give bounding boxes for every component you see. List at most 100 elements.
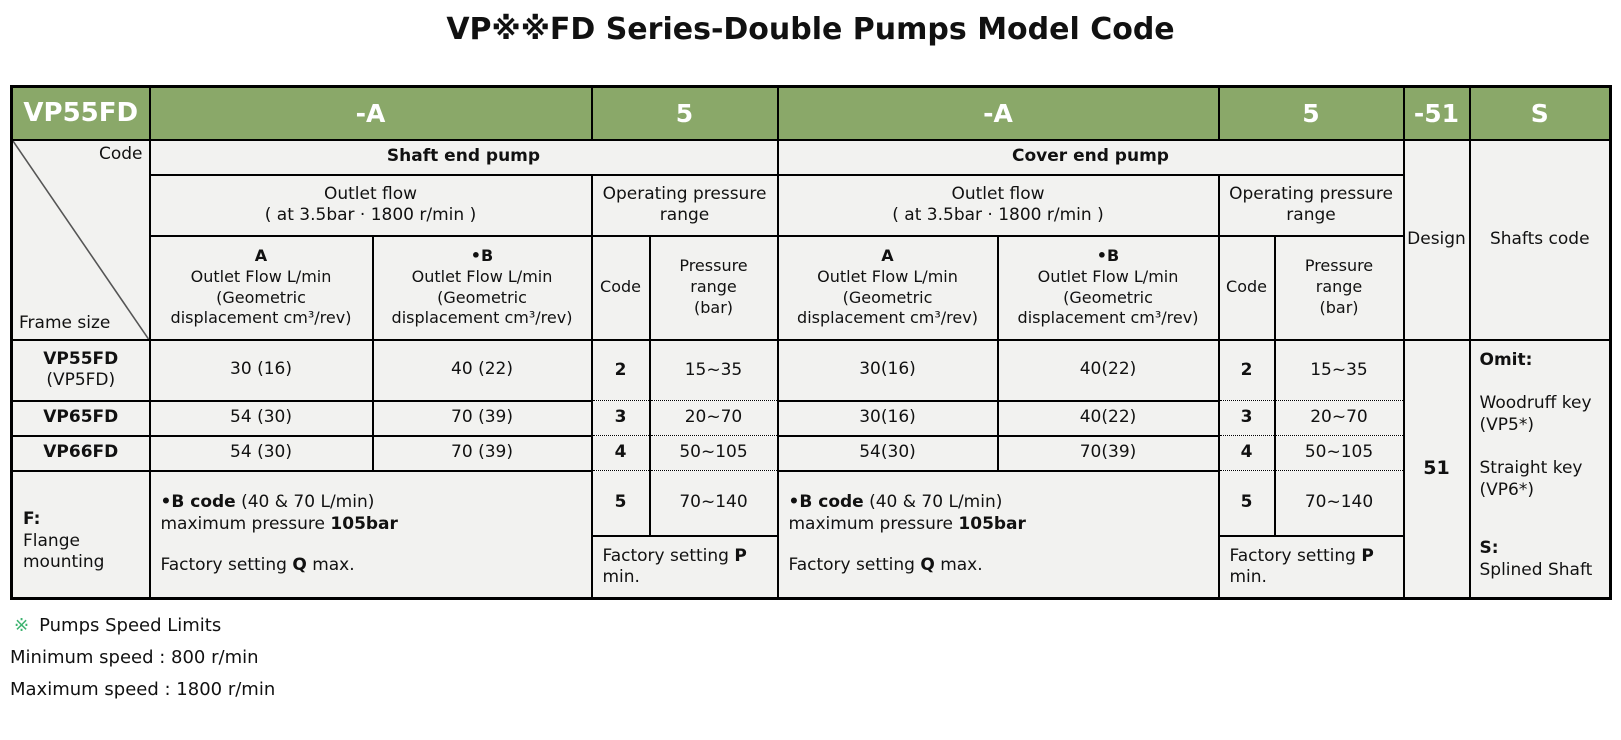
model-frame-cell: VP55FD xyxy=(10,85,151,141)
model-code-table: VP55FD -A 5 -A 5 -51 S Code Frame size S… xyxy=(10,85,1612,600)
cover-a-value: 30(16) xyxy=(776,338,999,402)
shaft-pressure-value: 20~70 xyxy=(648,400,779,436)
frame-size-cell: VP66FD xyxy=(10,434,151,472)
bottom-row-factory-p: Factory setting P min. Factory setting P… xyxy=(12,534,1611,600)
cover-outlet-flow-header: Outlet flow ( at 3.5bar · 1800 r/min ) xyxy=(776,173,1220,237)
shafts-woodruff-option: Woodruff key (VP5*) xyxy=(1479,392,1592,435)
speed-limits-footnote: ※ Pumps Speed Limits Minimum speed : 800 … xyxy=(10,610,275,706)
cover-operating-pressure-header: Operating pressure range xyxy=(1217,173,1405,237)
bcode-label: •B code xyxy=(160,492,236,513)
cover-pressure-subheader: Pressure range (bar) xyxy=(1273,234,1405,341)
shafts-code-header: Shafts code xyxy=(1468,138,1612,341)
model-cover-flow-cell: -A xyxy=(776,85,1220,141)
shaft-operating-pressure-header: Operating pressure range xyxy=(590,173,779,237)
model-cover-pressure-cell: 5 xyxy=(1217,85,1405,141)
shaft-b-value: 40 (22) xyxy=(371,338,593,402)
shaft-b-label: •B xyxy=(470,245,494,265)
mounting-code-label: F: xyxy=(23,509,41,530)
cover-a-detail: Outlet Flow L/min (Geometric displacemen… xyxy=(797,266,978,328)
shaft-code-value: 2 xyxy=(590,338,651,401)
cover-pressure-value: 70~140 xyxy=(1273,470,1405,537)
model-shafts-cell: S xyxy=(1468,85,1612,141)
diagonal-divider-icon xyxy=(13,141,148,338)
shaft-outlet-flow-header: Outlet flow ( at 3.5bar · 1800 r/min ) xyxy=(148,173,593,237)
reference-mark-icon: ※ xyxy=(14,615,30,636)
cover-code-value: 5 xyxy=(1217,470,1276,537)
cover-factory-p-cell: Factory setting P min. xyxy=(1217,534,1405,600)
cover-code-value: 4 xyxy=(1217,435,1276,471)
shaft-a-label: A xyxy=(254,245,268,265)
cover-b-subheader: •B Outlet Flow L/min (Geometric displace… xyxy=(996,234,1220,341)
shaft-pressure-subheader: Pressure range (bar) xyxy=(648,234,779,341)
shaft-pressure-value: 70~140 xyxy=(648,470,779,537)
shaft-b-value: 70 (39) xyxy=(371,434,593,472)
shaft-a-value: 54 (30) xyxy=(148,434,374,472)
bottom-row-code5: F: Flange mounting •B code (40 & 70 L/mi… xyxy=(10,469,1611,600)
max-pressure-value: 105bar xyxy=(330,513,398,534)
page-title: VP※※FD Series-Double Pumps Model Code xyxy=(446,12,1175,47)
bcode-label: •B code xyxy=(788,492,864,513)
mounting-cell: F: Flange mounting xyxy=(10,469,151,600)
model-code-row: VP55FD -A 5 -A 5 -51 S xyxy=(10,85,1612,141)
shaft-end-pump-header: Shaft end pump xyxy=(148,138,779,176)
max-pressure-value: 105bar xyxy=(958,513,1026,534)
pump-section-row: Code Frame size Shaft end pump Cover end… xyxy=(10,138,1612,341)
model-design-cell: -51 xyxy=(1402,85,1471,141)
cover-code-value: 2 xyxy=(1217,338,1276,401)
cover-pressure-value: 50~105 xyxy=(1273,435,1405,471)
corner-code-label: Code xyxy=(98,143,143,164)
shaft-a-value: 30 (16) xyxy=(148,338,374,402)
cover-pressure-value: 20~70 xyxy=(1273,400,1405,436)
shaft-code-value: 5 xyxy=(590,470,651,537)
cover-bcode-note-cell: •B code (40 & 70 L/min) maximum pressure… xyxy=(776,469,1220,600)
frame-size-cell: VP55FD (VP5FD) xyxy=(10,338,151,402)
shaft-a-detail: Outlet Flow L/min (Geometric displacemen… xyxy=(170,266,352,328)
table-row-vp55fd: VP55FD (VP5FD) 30 (16) 40 (22) 2 15~35 3… xyxy=(10,338,1612,600)
cover-a-value: 54(30) xyxy=(776,434,999,472)
shafts-code-options-cell: Omit: Woodruff key (VP5*) Straight key (… xyxy=(1468,338,1612,600)
table-row-vp65fd: VP65FD 54 (30) 70 (39) 3 20~70 30(16) 40… xyxy=(10,399,1611,437)
shafts-splined-option: Splined Shaft xyxy=(1479,559,1593,580)
cover-a-value: 30(16) xyxy=(776,399,999,437)
design-value-cell: 51 xyxy=(1402,338,1471,600)
shaft-b-detail: Outlet Flow L/min (Geometric displacemen… xyxy=(391,266,573,328)
cover-a-subheader: A Outlet Flow L/min (Geometric displacem… xyxy=(776,234,999,341)
shaft-pressure-value: 50~105 xyxy=(648,435,779,471)
corner-frame-label: Frame size xyxy=(19,313,111,334)
mounting-desc: Flange mounting xyxy=(23,530,105,572)
cover-code-value: 3 xyxy=(1217,400,1276,436)
column-subheader-row: A Outlet Flow L/min (Geometric displacem… xyxy=(12,234,1611,341)
shaft-a-subheader: A Outlet Flow L/min (Geometric displacem… xyxy=(148,234,374,341)
shaft-code-value: 3 xyxy=(590,400,651,436)
frame-size-cell: VP65FD xyxy=(10,399,151,437)
cover-pressure-value: 15~35 xyxy=(1273,338,1405,401)
model-shaft-pressure-cell: 5 xyxy=(590,85,779,141)
min-speed-text: Minimum speed : 800 r/min xyxy=(10,647,259,668)
footnote-heading: Pumps Speed Limits xyxy=(39,615,222,636)
cover-a-label: A xyxy=(881,245,894,265)
design-header: Design xyxy=(1402,138,1471,341)
cover-end-pump-header: Cover end pump xyxy=(776,138,1405,176)
shafts-omit-label: Omit: xyxy=(1479,349,1533,370)
shaft-a-value: 54 (30) xyxy=(148,399,374,437)
max-speed-text: Maximum speed : 1800 r/min xyxy=(10,679,276,700)
shaft-code-value: 4 xyxy=(590,435,651,471)
shaft-bcode-note-cell: •B code (40 & 70 L/min) maximum pressure… xyxy=(148,469,593,600)
cover-b-value: 70(39) xyxy=(996,434,1220,472)
shaft-b-subheader: •B Outlet Flow L/min (Geometric displace… xyxy=(371,234,593,341)
model-shaft-flow-cell: -A xyxy=(148,85,593,141)
cover-b-value: 40(22) xyxy=(996,399,1220,437)
table-row-vp66fd: VP66FD 54 (30) 70 (39) 4 50~105 54(30) 7… xyxy=(10,434,1611,472)
cover-b-value: 40(22) xyxy=(996,338,1220,402)
flow-pressure-header-row: Outlet flow ( at 3.5bar · 1800 r/min ) O… xyxy=(12,173,1611,237)
shaft-b-value: 70 (39) xyxy=(371,399,593,437)
shafts-splined-label: S: xyxy=(1479,537,1499,558)
shafts-straight-option: Straight key (VP6*) xyxy=(1479,457,1583,500)
shaft-pressure-value: 15~35 xyxy=(648,338,779,401)
cover-b-label: •B xyxy=(1096,245,1120,265)
shaft-code-subheader: Code xyxy=(590,234,651,341)
cover-code-subheader: Code xyxy=(1217,234,1276,341)
shaft-factory-p-cell: Factory setting P min. xyxy=(590,534,779,600)
corner-cell: Code Frame size xyxy=(10,138,151,341)
